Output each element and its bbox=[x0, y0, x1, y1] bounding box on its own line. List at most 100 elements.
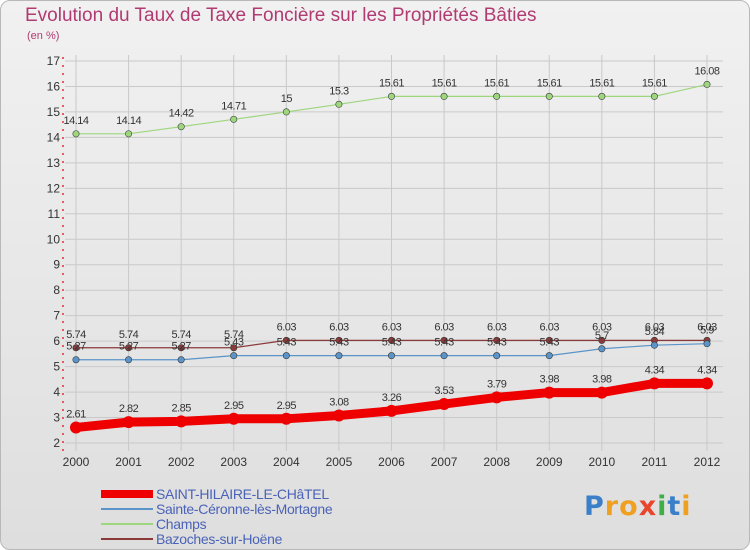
y-tick-label: 13 bbox=[47, 156, 61, 170]
data-point bbox=[490, 391, 503, 404]
data-label: 5.43 bbox=[224, 337, 244, 349]
data-label: 3.53 bbox=[434, 385, 454, 397]
data-label: 5.7 bbox=[595, 330, 609, 342]
data-label: 2.82 bbox=[119, 403, 139, 415]
data-point bbox=[335, 352, 343, 360]
x-tick-label: 2012 bbox=[694, 455, 721, 469]
data-point bbox=[387, 352, 395, 360]
data-label: 5.27 bbox=[171, 341, 191, 353]
data-point bbox=[230, 352, 238, 360]
data-point bbox=[282, 352, 290, 360]
data-label: 5.27 bbox=[66, 341, 86, 353]
data-point bbox=[72, 344, 80, 352]
y-tick-label: 6 bbox=[53, 334, 60, 348]
y-tick-label: 9 bbox=[53, 258, 60, 272]
data-point bbox=[598, 345, 606, 353]
data-point bbox=[493, 352, 501, 360]
logo-letter: o bbox=[619, 491, 639, 522]
data-point bbox=[701, 377, 713, 390]
chart-title: Evolution du Taux de Taxe Foncière sur l… bbox=[25, 5, 537, 26]
legend-swatch bbox=[101, 537, 153, 540]
data-point bbox=[72, 356, 80, 364]
y-tick-label: 2 bbox=[53, 436, 60, 450]
data-label: 5.43 bbox=[277, 337, 297, 349]
legend-item: Champs bbox=[101, 516, 332, 532]
y-tick-label: 14 bbox=[47, 130, 61, 144]
data-point bbox=[125, 130, 133, 138]
data-label: 2.95 bbox=[224, 400, 244, 412]
data-point bbox=[598, 92, 606, 100]
y-tick-label: 3 bbox=[53, 411, 60, 425]
legend-item: Sainte-Céronne-lès-Mortagne bbox=[101, 501, 333, 517]
data-label: 2.95 bbox=[277, 400, 297, 412]
data-point bbox=[440, 352, 448, 360]
data-label: 6.03 bbox=[697, 321, 717, 333]
data-label: 16.08 bbox=[694, 65, 719, 77]
data-label: 2.85 bbox=[171, 402, 191, 414]
data-label: 5.74 bbox=[224, 329, 244, 341]
legend-swatch bbox=[101, 522, 153, 525]
logo-letter: P bbox=[584, 491, 605, 522]
data-label: 5.74 bbox=[119, 329, 139, 341]
data-point bbox=[545, 92, 553, 100]
data-point bbox=[177, 356, 185, 364]
y-tick-label: 4 bbox=[53, 385, 60, 399]
data-label: 15.61 bbox=[589, 77, 614, 89]
data-label: 5.43 bbox=[487, 337, 507, 349]
data-point bbox=[385, 404, 398, 417]
x-tick-label: 2005 bbox=[326, 455, 353, 469]
y-tick-label: 11 bbox=[48, 207, 61, 221]
data-point bbox=[282, 108, 290, 116]
data-label: 3.26 bbox=[382, 392, 402, 404]
x-tick-label: 2000 bbox=[63, 455, 90, 469]
legend-item: Bazoches-sur-Hoëne bbox=[101, 530, 332, 547]
data-point bbox=[438, 398, 451, 411]
data-label: 5.43 bbox=[434, 337, 454, 349]
data-label: 3.98 bbox=[592, 374, 612, 386]
data-point bbox=[650, 341, 658, 349]
legend: SAINT-HILAIRE-LE-CHâTEL Sainte-Céronne-lè… bbox=[101, 486, 333, 547]
data-label: 6.03 bbox=[645, 321, 665, 333]
data-label: 6.03 bbox=[329, 321, 349, 333]
y-tick-label: 8 bbox=[53, 283, 60, 297]
data-point bbox=[650, 92, 658, 100]
data-point bbox=[125, 356, 133, 364]
data-label: 5.74 bbox=[66, 329, 86, 341]
data-point bbox=[175, 415, 188, 428]
data-label: 15.61 bbox=[432, 77, 457, 89]
data-point bbox=[177, 123, 185, 131]
data-point bbox=[227, 412, 240, 425]
data-point bbox=[440, 92, 448, 100]
y-tick-label: 12 bbox=[47, 181, 61, 195]
x-tick-label: 2006 bbox=[378, 455, 405, 469]
data-label: 15.61 bbox=[379, 77, 404, 89]
data-point bbox=[70, 421, 82, 434]
x-tick-label: 2004 bbox=[273, 455, 300, 469]
data-point bbox=[493, 336, 501, 344]
data-label: 5.9 bbox=[700, 325, 714, 337]
legend-swatch bbox=[101, 507, 153, 510]
data-point bbox=[282, 336, 290, 344]
unit-label: (en %) bbox=[27, 30, 60, 42]
y-tick-label: 15 bbox=[47, 105, 61, 119]
data-label: 3.98 bbox=[540, 374, 560, 386]
legend-label: Bazoches-sur-Hoëne bbox=[156, 530, 283, 547]
logo-letter: x bbox=[638, 491, 658, 522]
logo-letter: t bbox=[667, 491, 682, 522]
data-label: 15 bbox=[281, 93, 293, 105]
data-point bbox=[280, 412, 293, 425]
data-point bbox=[335, 100, 343, 108]
data-label: 5.43 bbox=[329, 337, 349, 349]
y-tick-label: 10 bbox=[47, 232, 61, 246]
data-label: 4.34 bbox=[645, 364, 665, 376]
data-point bbox=[703, 80, 711, 88]
x-tick-label: 2001 bbox=[115, 455, 142, 469]
data-label: 5.27 bbox=[119, 341, 139, 353]
data-point bbox=[440, 336, 448, 344]
logo-letter: r bbox=[604, 491, 620, 522]
data-point bbox=[72, 130, 80, 138]
data-point bbox=[122, 416, 135, 429]
data-label: 14.14 bbox=[63, 115, 88, 127]
